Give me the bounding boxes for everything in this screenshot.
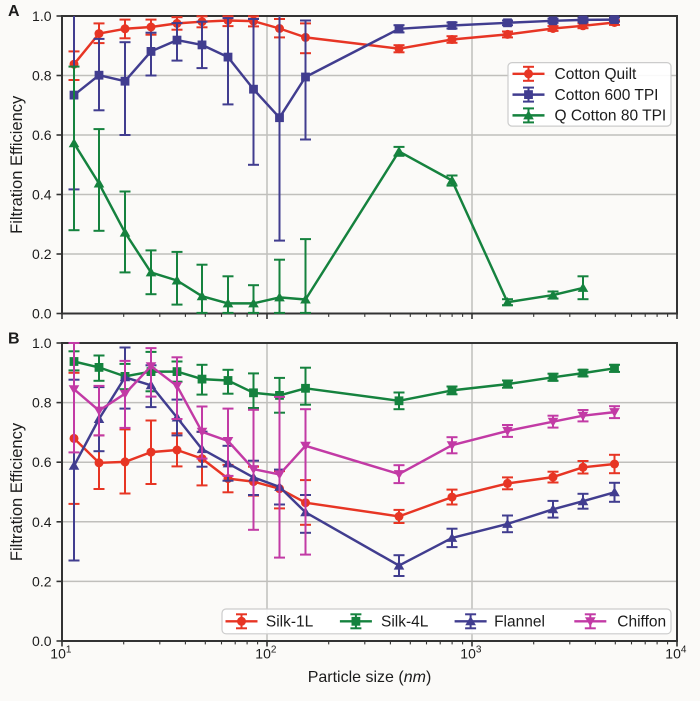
svg-text:0.4: 0.4 xyxy=(32,514,52,530)
svg-text:Silk-1L: Silk-1L xyxy=(266,614,314,631)
svg-text:Cotton 600 TPI: Cotton 600 TPI xyxy=(555,87,659,104)
svg-text:0.2: 0.2 xyxy=(32,246,52,262)
svg-text:A: A xyxy=(8,3,20,20)
svg-text:0.8: 0.8 xyxy=(32,68,52,84)
svg-text:0.8: 0.8 xyxy=(32,395,52,411)
svg-text:0.0: 0.0 xyxy=(32,633,52,649)
svg-text:Filtration Efficiency: Filtration Efficiency xyxy=(8,422,26,561)
svg-text:0.4: 0.4 xyxy=(32,187,52,203)
svg-text:Cotton Quilt: Cotton Quilt xyxy=(555,66,638,83)
svg-text:Particle size (nm): Particle size (nm) xyxy=(308,669,432,686)
svg-text:Silk-4L: Silk-4L xyxy=(381,614,429,631)
svg-text:0.6: 0.6 xyxy=(32,127,52,143)
svg-text:0.2: 0.2 xyxy=(32,573,52,589)
svg-text:1.0: 1.0 xyxy=(32,8,52,24)
svg-text:0.0: 0.0 xyxy=(32,306,52,322)
svg-text:0.6: 0.6 xyxy=(32,454,52,470)
svg-text:Q Cotton 80 TPI: Q Cotton 80 TPI xyxy=(555,108,667,125)
svg-text:Flannel: Flannel xyxy=(494,614,545,631)
svg-text:1.0: 1.0 xyxy=(32,335,52,351)
svg-text:Filtration Efficiency: Filtration Efficiency xyxy=(8,95,26,234)
svg-text:B: B xyxy=(8,330,20,347)
svg-text:Chiffon: Chiffon xyxy=(617,614,666,631)
